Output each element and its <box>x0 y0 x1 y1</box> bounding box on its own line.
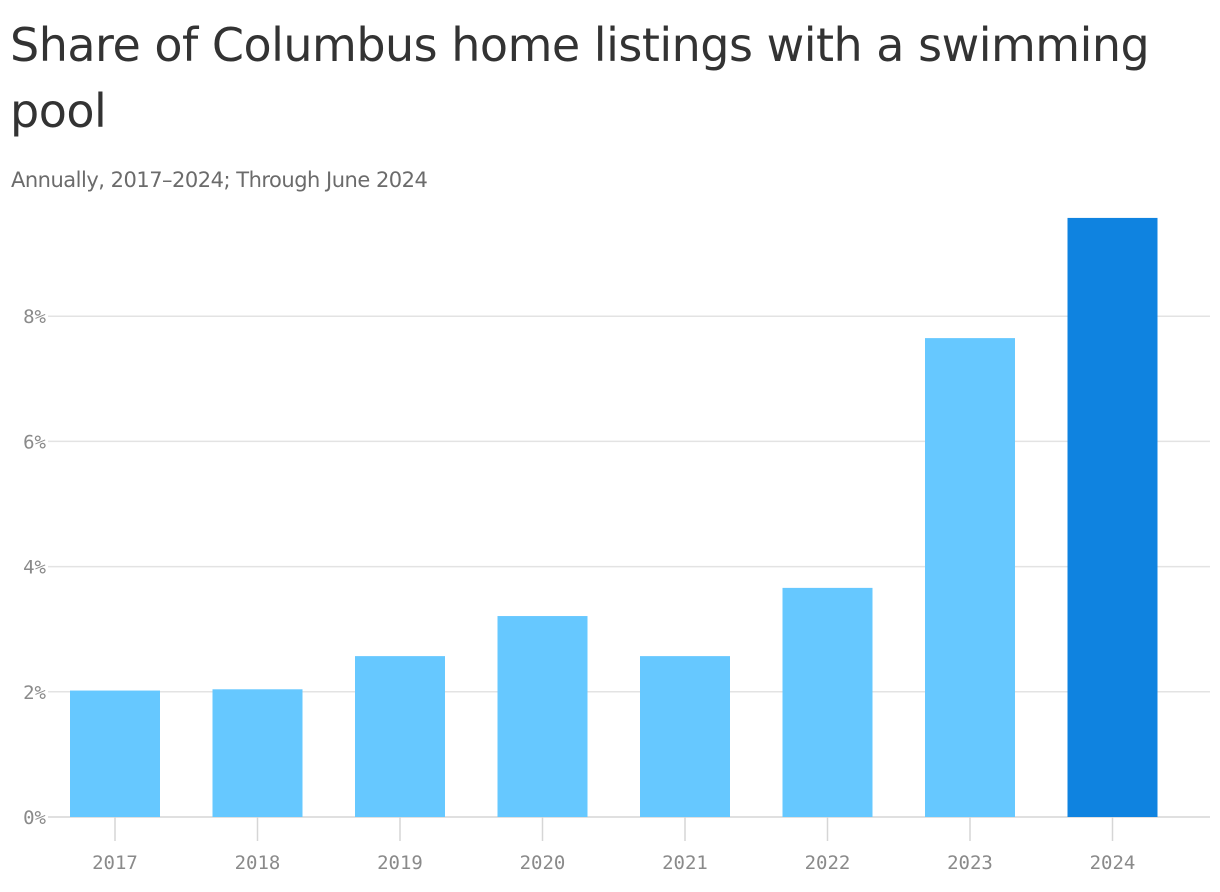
bar-2020 <box>497 616 588 817</box>
y-tick-label: 6% <box>23 431 46 453</box>
bar-2018 <box>212 689 303 817</box>
y-axis-labels: 0% 2% 4% 6% 8% <box>23 306 46 829</box>
y-tick-label: 2% <box>23 682 46 704</box>
chart-title: Share of Columbus home listings with a s… <box>10 18 1150 138</box>
x-tick-label-2024: 2024 <box>1090 852 1136 874</box>
y-tick-label: 0% <box>23 807 46 829</box>
bar-2017 <box>70 690 160 817</box>
bar-2024 <box>1067 217 1158 818</box>
y-tick-label: 4% <box>23 557 46 579</box>
x-tick-label-2019: 2019 <box>377 852 423 874</box>
bar-2019 <box>355 656 445 817</box>
x-tick-label-2020: 2020 <box>520 852 566 874</box>
bar-2023 <box>925 338 1015 817</box>
bar-2022 <box>782 587 873 817</box>
chart-subtitle: Annually, 2017–2024; Through June 2024 <box>11 168 428 192</box>
x-tick-label-2022: 2022 <box>805 852 851 874</box>
x-tick-label-2021: 2021 <box>662 852 708 874</box>
x-tick-label-2023: 2023 <box>947 852 993 874</box>
x-tick-label-2018: 2018 <box>235 852 281 874</box>
x-axis-labels: 2017 2018 2019 2020 2021 2022 2023 2024 <box>92 852 1135 874</box>
bar-2021 <box>640 656 730 817</box>
y-tick-label: 8% <box>23 306 46 328</box>
bars <box>70 217 1158 818</box>
x-tick-label-2017: 2017 <box>92 852 138 874</box>
x-axis-ticks <box>114 817 1114 841</box>
